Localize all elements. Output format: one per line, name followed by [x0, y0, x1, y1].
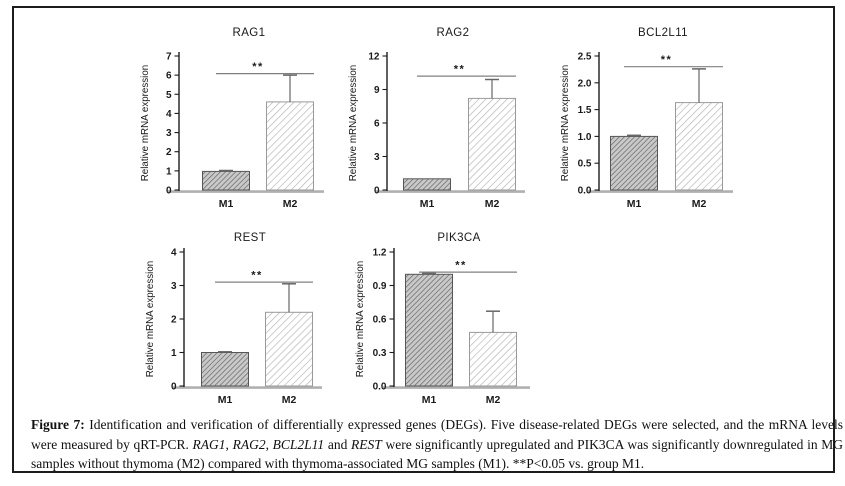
- y-tick-label: 2.5: [578, 52, 592, 63]
- y-tick-label: 1.5: [578, 105, 592, 116]
- y-tick-label: 12: [368, 52, 380, 63]
- x-tick-label: M1: [219, 198, 234, 210]
- caption-segment: RAG1: [192, 436, 226, 452]
- y-tick-label: 7: [166, 52, 172, 63]
- y-tick-label: 0.0: [578, 186, 592, 197]
- y-tick-label: 3: [166, 128, 172, 139]
- caption-segment: Figure 7:: [31, 417, 85, 432]
- bar-m1: [610, 135, 658, 191]
- sig-label: **: [455, 260, 467, 272]
- y-tick-label: 3: [374, 152, 380, 163]
- y-tick-label: 0: [374, 186, 380, 197]
- chart-title-rag1: RAG1: [232, 27, 266, 39]
- x-tick-label: M2: [283, 198, 298, 210]
- y-axis-label: Relative mRNA expression: [355, 261, 366, 378]
- bar-m2: [469, 331, 517, 387]
- bar-m1: [403, 178, 451, 191]
- bar-chart-rag1: 0 1 2 3 4 5 6 7 Relative mRNA expression M1 M2 **: [140, 52, 324, 210]
- caption-segment: RAG2: [232, 436, 266, 452]
- bar-m1: [405, 273, 453, 387]
- y-tick-label: 1: [171, 348, 177, 359]
- bar-m2: [468, 97, 516, 191]
- y-axis-label: Relative mRNA expression: [560, 65, 571, 182]
- sig-label: **: [252, 61, 264, 73]
- chart-rag1: RAG1 0 1 2 3 4 5 6 7 Relative mRNA expression M1 M…: [109, 18, 324, 223]
- x-tick-label: M2: [486, 394, 501, 406]
- chart-title-pik3ca: PIK3CA: [437, 232, 481, 244]
- bar-chart-pik3ca: 0.0 0.3 0.6 0.9 1.2 Relative mRNA expression M…: [355, 248, 530, 406]
- bar-m2: [675, 102, 723, 191]
- bar-m1: [202, 170, 250, 191]
- x-tick-label: M1: [422, 394, 437, 406]
- bar-chart-bcl2l11: 0.0 0.5 1.0 1.5 2.0 2.5 Relative mRNA expressi…: [560, 52, 733, 210]
- caption-segment: BCL2L11: [272, 436, 325, 452]
- x-tick-label: M2: [282, 394, 297, 406]
- y-tick-label: 6: [374, 119, 380, 130]
- caption-segment: and: [324, 436, 352, 452]
- y-tick-label: 4: [166, 109, 172, 120]
- y-tick-label: 5: [166, 90, 172, 101]
- caption-segment: were significantly upregulated and PIK3C…: [31, 436, 844, 472]
- y-tick-label: 2: [166, 147, 172, 158]
- x-tick-label: M1: [420, 198, 435, 210]
- chart-rest: REST 0 1 2 3 4 Relative mRNA expression M1 M2 **: [116, 214, 331, 419]
- y-tick-label: 0.9: [373, 281, 387, 292]
- caption-segment: ,: [265, 436, 273, 452]
- y-axis-label: Relative mRNA expression: [145, 261, 156, 378]
- chart-title-rest: REST: [233, 232, 267, 244]
- chart-rag2: RAG2 0 3 6 9 12 Relative mRNA expression M1 M2 *…: [319, 18, 534, 223]
- y-tick-label: 2.0: [578, 78, 592, 89]
- bar-m2: [265, 311, 313, 387]
- x-tick-label: M2: [692, 198, 707, 210]
- y-tick-label: 1.0: [578, 132, 592, 143]
- bar-m2: [266, 101, 314, 191]
- y-tick-label: 2: [171, 315, 177, 326]
- caption-segment: ,: [225, 436, 233, 452]
- y-tick-label: 1.2: [373, 248, 387, 259]
- y-tick-label: 4: [171, 248, 177, 259]
- figure-caption: Figure 7: Identification and verificatio…: [31, 415, 843, 474]
- y-tick-label: 6: [166, 71, 172, 82]
- y-tick-label: 0.3: [373, 348, 387, 359]
- caption-segment: REST: [351, 436, 382, 452]
- y-tick-label: 0: [166, 186, 172, 197]
- x-tick-label: M1: [627, 198, 642, 210]
- sig-label: **: [251, 270, 263, 282]
- y-tick-label: 0.5: [578, 159, 592, 170]
- chart-bcl2l11: BCL2L11 0.0 0.5 1.0 1.5 2.0 2.5 Relative mRNA …: [534, 18, 749, 223]
- bar-m1: [201, 352, 249, 387]
- caption-segment: Identification and verification of diffe…: [31, 417, 843, 452]
- y-tick-label: 0: [171, 382, 177, 393]
- chart-pik3ca: PIK3CA 0.0 0.3 0.6 0.9 1.2 Relative mRNA expr…: [326, 214, 541, 419]
- y-tick-label: 0.0: [373, 382, 387, 393]
- y-axis-label: Relative mRNA expression: [140, 65, 151, 182]
- chart-title-rag2: RAG2: [436, 27, 470, 39]
- y-tick-label: 3: [171, 281, 177, 292]
- chart-title-bcl2l11: BCL2L11: [638, 27, 688, 39]
- figure-frame: RAG1 0 1 2 3 4 5 6 7 Relative mRNA expression M1 M…: [12, 6, 843, 473]
- bar-chart-rest: 0 1 2 3 4 Relative mRNA expression M1 M2 **: [145, 248, 322, 406]
- y-tick-label: 9: [374, 85, 380, 96]
- x-tick-label: M1: [218, 394, 233, 406]
- y-axis-label: Relative mRNA expression: [348, 65, 359, 182]
- bar-chart-rag2: 0 3 6 9 12 Relative mRNA expression M1 M2 **: [348, 52, 525, 210]
- sig-label: **: [454, 64, 466, 76]
- x-tick-label: M2: [485, 198, 500, 210]
- y-tick-label: 0.6: [373, 315, 387, 326]
- y-tick-label: 1: [166, 166, 172, 177]
- sig-label: **: [661, 54, 673, 66]
